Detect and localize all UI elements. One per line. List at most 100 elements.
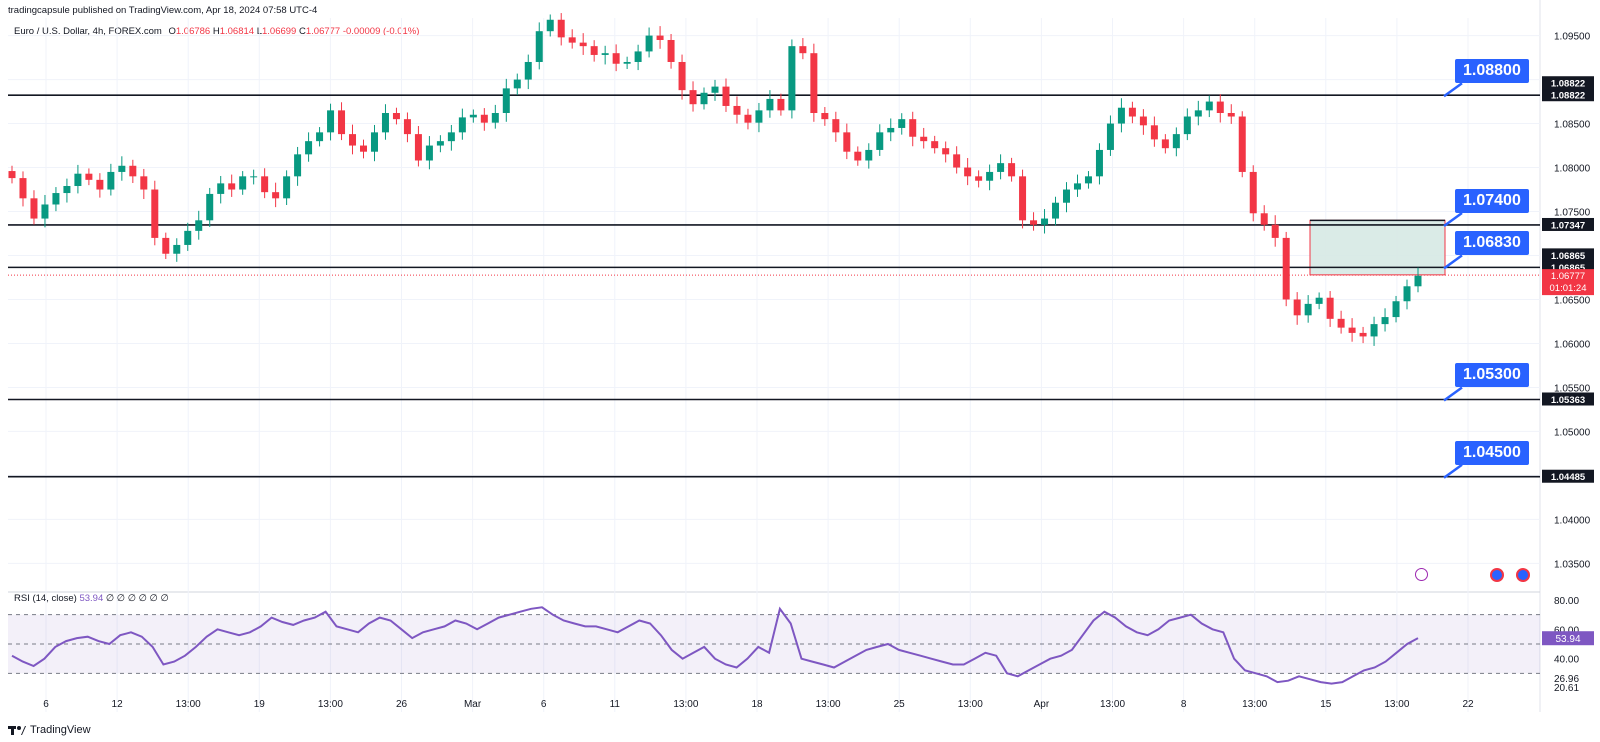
price-tick: 1.06500 xyxy=(1554,295,1591,306)
candle-body xyxy=(469,114,477,118)
candle-body xyxy=(19,178,27,199)
price-target-badge[interactable]: 1.05300 xyxy=(1455,363,1529,388)
rsi-current-box xyxy=(1542,631,1594,646)
candle-body xyxy=(854,151,862,161)
candle-body xyxy=(832,119,840,133)
badge-connector xyxy=(1443,82,1463,98)
candle-body xyxy=(623,61,631,64)
candle-body xyxy=(1227,113,1235,117)
candle-body xyxy=(217,183,225,194)
candle-body xyxy=(513,79,521,89)
price-target-badge[interactable]: 1.07400 xyxy=(1455,188,1529,213)
candle-body xyxy=(392,113,400,120)
countdown-label: 01:01:24 xyxy=(1550,283,1587,294)
badge-connector xyxy=(1443,211,1463,227)
candle-body xyxy=(1315,297,1323,304)
time-tick: Mar xyxy=(464,699,482,710)
candle-body xyxy=(612,53,620,64)
candle-body xyxy=(1359,332,1367,337)
price-tick: 1.05000 xyxy=(1554,427,1591,438)
candle-body xyxy=(678,61,686,91)
zone-box xyxy=(1309,219,1446,276)
price-target-badge[interactable]: 1.04500 xyxy=(1455,440,1529,465)
rsi-tick: 80.00 xyxy=(1554,596,1579,607)
candle-body xyxy=(535,31,543,62)
candle-body xyxy=(656,35,664,40)
time-tick: 13:00 xyxy=(176,699,201,710)
flag-red-icon-2[interactable] xyxy=(1516,568,1530,582)
price-target-badge[interactable]: 1.08800 xyxy=(1455,59,1529,84)
time-tick: 6 xyxy=(541,699,547,710)
candle-body xyxy=(1326,297,1334,319)
candle-body xyxy=(942,148,950,155)
candle-body xyxy=(74,173,82,187)
candle-body xyxy=(1052,202,1060,219)
candle-body xyxy=(689,90,697,105)
lightning-icon[interactable] xyxy=(1415,568,1428,581)
level-price-label: 1.08822 xyxy=(1551,91,1585,102)
candle-body xyxy=(1139,116,1147,126)
dup-price-label: 1.06865 xyxy=(1551,251,1586,262)
candle-body xyxy=(85,173,93,180)
time-tick: 11 xyxy=(610,699,621,710)
time-tick: Apr xyxy=(1034,699,1050,710)
time-tick: 13:00 xyxy=(673,699,698,710)
candle-body xyxy=(294,154,302,177)
candle-body xyxy=(1095,149,1103,177)
time-tick: 8 xyxy=(1181,699,1187,710)
candle-body xyxy=(1084,176,1092,184)
candle-body xyxy=(403,119,411,135)
candle-body xyxy=(30,198,38,219)
level-price-label: 1.06865 xyxy=(1551,263,1586,274)
candle-body xyxy=(502,88,510,113)
candle-body xyxy=(1381,317,1389,325)
order-zone xyxy=(1309,219,1446,276)
candle-body xyxy=(1161,139,1169,149)
badge-connector xyxy=(1443,463,1463,479)
candle-body xyxy=(129,165,137,177)
candle-body xyxy=(239,176,247,190)
price-tick: 1.08500 xyxy=(1554,120,1591,131)
dup-price-label: 1.08822 xyxy=(1551,79,1585,90)
candle-body xyxy=(579,42,587,47)
symbol-name: Euro / U.S. Dollar, 4h, FOREX.com xyxy=(14,26,162,37)
candle-body xyxy=(799,46,807,54)
current-price-label: 1.06777 xyxy=(1551,271,1585,282)
candle-body xyxy=(1249,171,1257,214)
candle-body xyxy=(327,110,335,133)
time-tick: 12 xyxy=(112,699,124,710)
candle-body xyxy=(1183,116,1191,135)
candle-body xyxy=(865,149,873,161)
candle-body xyxy=(162,237,170,254)
price-tick: 1.06000 xyxy=(1554,339,1591,350)
candle-body xyxy=(250,176,258,178)
time-axis: 6 12 13:00 19 13:00 26 Mar 6 11 13:00 18 13:00 25 13:… xyxy=(43,699,1474,710)
candle-body xyxy=(821,113,829,120)
candle-body xyxy=(766,98,774,111)
open-label: O xyxy=(168,26,176,37)
candle-body xyxy=(788,46,796,111)
candle-body xyxy=(96,179,104,190)
price-tick: 1.09500 xyxy=(1554,32,1591,43)
candle-body xyxy=(524,61,532,80)
candle-body xyxy=(458,117,466,133)
candle-body xyxy=(118,165,126,172)
candle-body xyxy=(546,19,554,32)
candle-body xyxy=(722,86,730,106)
candle-body xyxy=(667,39,675,62)
candle-body xyxy=(349,134,357,146)
candle-body xyxy=(305,141,313,155)
footer-brand[interactable]: TradingView xyxy=(8,724,91,736)
candle-body xyxy=(140,176,148,190)
candle-body xyxy=(151,189,159,238)
time-tick: 15 xyxy=(1320,699,1332,710)
brand-text: TradingView xyxy=(30,724,91,736)
price-tick: 1.05500 xyxy=(1554,383,1591,394)
candle-body xyxy=(1106,123,1114,150)
candle-body xyxy=(52,193,60,205)
price-target-badge[interactable]: 1.06830 xyxy=(1455,231,1529,256)
time-tick: 18 xyxy=(751,699,763,710)
flag-red-icon[interactable] xyxy=(1490,568,1504,582)
